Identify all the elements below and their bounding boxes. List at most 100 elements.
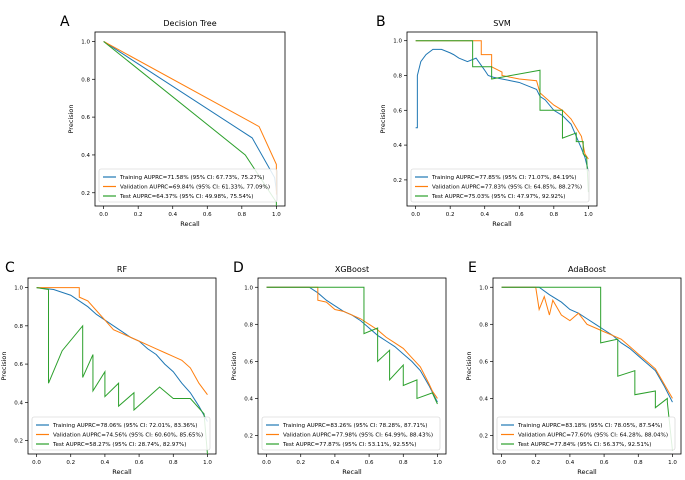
- series-line-test: [36, 287, 208, 454]
- legend-entry: Test AUPRC=64.37% (95% CI: 49.98%, 75.54…: [119, 194, 253, 200]
- legend-box: [98, 168, 278, 203]
- x-tick-label: 0.0: [497, 460, 506, 466]
- x-tick-label: 0.8: [169, 460, 178, 466]
- x-axis-label: Recall: [342, 468, 362, 476]
- x-tick-label: 0.4: [480, 212, 489, 218]
- chart-panel-e: E AdaBoost 0.0 0.2 0.4 0.6 0.8 1.0 0.2 0.4 0.6 0.8 1…: [465, 260, 682, 476]
- y-tick-label: 0.8: [479, 322, 488, 328]
- y-tick-label: 0.2: [393, 178, 402, 184]
- x-tick-label: 0.4: [331, 460, 340, 466]
- plot-frame: [492, 277, 682, 455]
- x-tick-label: 0.4: [566, 460, 575, 466]
- chart-title: RF: [117, 265, 128, 274]
- x-tick-label: 0.2: [296, 460, 305, 466]
- x-tick-label: 0.8: [549, 212, 558, 218]
- legend-box: [410, 168, 590, 203]
- chart-panel-b: B SVM 0.0 0.2 0.4 0.6 0.8 1.0 0.2 0.4 0.6 0.8 1.0 Rec…: [376, 14, 598, 228]
- series-line-validation: [415, 40, 589, 160]
- x-tick-label: 0.8: [634, 460, 643, 466]
- x-tick-label: 0.8: [399, 460, 408, 466]
- series-line-training: [266, 286, 438, 403]
- y-tick-label: 0.6: [479, 359, 488, 365]
- x-tick-label: 1.0: [584, 212, 593, 218]
- y-axis-label: Precision: [67, 104, 75, 133]
- x-tick-label: 0.6: [515, 212, 524, 218]
- y-axis-label: Precision: [0, 351, 8, 380]
- panel-letter: A: [60, 14, 70, 30]
- y-tick-label: 0.6: [393, 108, 402, 114]
- y-tick-label: 0.4: [244, 396, 253, 402]
- x-tick-label: 0.6: [365, 460, 374, 466]
- legend-box: [496, 416, 676, 451]
- legend-entry: Training AUPRC=77.85% (95% CI: 71.07%, 8…: [431, 175, 576, 181]
- y-tick-label: 0.4: [479, 396, 488, 402]
- y-axis-label: Precision: [465, 351, 473, 380]
- chart-title: AdaBoost: [568, 265, 606, 274]
- legend-entry: Test AUPRC=77.87% (95% CI: 53.11%, 92.55…: [282, 442, 416, 448]
- legend-entry: Test AUPRC=75.03% (95% CI: 47.97%, 92.92…: [431, 194, 565, 200]
- series-line-training: [103, 41, 277, 191]
- series-line-test: [415, 40, 589, 193]
- x-tick-label: 1.0: [433, 460, 442, 466]
- x-tick-label: 0.2: [66, 460, 75, 466]
- y-tick-label: 1.0: [393, 39, 402, 45]
- chart-title: SVM: [493, 19, 511, 28]
- y-tick-label: 1.0: [81, 39, 90, 45]
- x-axis-label: Recall: [180, 220, 200, 228]
- y-tick-label: 0.8: [393, 74, 402, 80]
- legend-box: [261, 416, 441, 451]
- legend-entry: Test AUPRC=77.84% (95% CI: 56.37%, 92.51…: [517, 442, 651, 448]
- panel-letter: E: [468, 260, 477, 276]
- legend-entry: Validation AUPRC=77.98% (95% CI: 64.99%,…: [283, 433, 433, 439]
- x-axis-label: Recall: [577, 468, 597, 476]
- panel-letter: D: [233, 260, 244, 276]
- plot-frame: [94, 31, 286, 207]
- chart-panel-c: C RF 0.0 0.2 0.4 0.6 0.8 1.0 0.2 0.4 0.6 0.8 1.0 Reca…: [0, 260, 217, 476]
- y-tick-label: 0.6: [244, 359, 253, 365]
- y-tick-label: 0.8: [244, 322, 253, 328]
- legend-entry: Validation AUPRC=69.84% (95% CI: 61.33%,…: [120, 185, 270, 191]
- y-axis-label: Precision: [379, 104, 387, 133]
- chart-title: XGBoost: [335, 265, 369, 274]
- y-axis-label: Precision: [230, 351, 238, 380]
- legend-entry: Training AUPRC=83.26% (95% CI: 78.28%, 8…: [282, 423, 427, 429]
- y-tick-label: 0.4: [81, 153, 90, 159]
- series-line-validation: [266, 286, 438, 399]
- panel-letter: C: [5, 260, 15, 276]
- chart-panel-d: D XGBoost 0.0 0.2 0.4 0.6 0.8 1.0 0.2 0.4 0.6 0.8 1.…: [230, 260, 447, 476]
- y-tick-label: 1.0: [244, 285, 253, 291]
- plot-frame: [257, 277, 447, 455]
- y-tick-label: 0.4: [393, 143, 402, 149]
- x-tick-label: 0.4: [168, 212, 177, 218]
- x-tick-label: 0.4: [101, 460, 110, 466]
- legend-entry: Validation AUPRC=74.56% (95% CI: 60.60%,…: [53, 433, 203, 439]
- y-tick-label: 0.6: [14, 362, 23, 368]
- y-tick-label: 0.8: [14, 324, 23, 330]
- panel-letter: B: [376, 14, 386, 30]
- x-tick-label: 0.6: [135, 460, 144, 466]
- y-tick-label: 1.0: [14, 286, 23, 292]
- x-tick-label: 0.2: [446, 212, 455, 218]
- legend-entry: Training AUPRC=83.18% (95% CI: 78.05%, 8…: [517, 423, 662, 429]
- x-tick-label: 1.0: [203, 460, 212, 466]
- series-line-test: [266, 286, 438, 405]
- series-line-test: [501, 286, 673, 451]
- plot-frame: [406, 31, 598, 207]
- plot-frame: [27, 277, 217, 455]
- y-tick-label: 0.4: [14, 400, 23, 406]
- x-tick-label: 1.0: [668, 460, 677, 466]
- y-tick-label: 0.2: [14, 439, 23, 445]
- x-tick-label: 0.0: [99, 212, 108, 218]
- x-axis-label: Recall: [112, 468, 132, 476]
- y-tick-label: 0.2: [244, 433, 253, 439]
- legend-box: [31, 416, 211, 451]
- legend-entry: Training AUPRC=71.58% (95% CI: 67.73%, 7…: [119, 175, 264, 181]
- series-line-validation: [36, 287, 208, 395]
- x-tick-label: 0.6: [203, 212, 212, 218]
- series-line-validation: [501, 286, 673, 399]
- legend-entry: Training AUPRC=78.06% (95% CI: 72.01%, 8…: [52, 423, 197, 429]
- legend-entry: Validation AUPRC=77.83% (95% CI: 64.85%,…: [432, 185, 582, 191]
- y-tick-label: 0.6: [81, 115, 90, 121]
- x-tick-label: 0.0: [262, 460, 271, 466]
